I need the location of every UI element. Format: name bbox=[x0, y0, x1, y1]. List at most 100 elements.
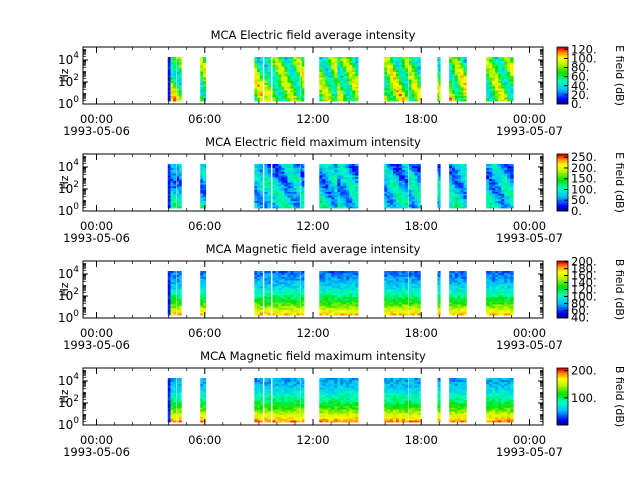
data-cell bbox=[254, 69, 258, 73]
data-cell bbox=[355, 178, 359, 181]
data-cell bbox=[454, 93, 459, 96]
data-cell bbox=[492, 282, 496, 285]
data-cell bbox=[319, 198, 323, 202]
data-cell bbox=[173, 198, 177, 202]
data-cell bbox=[278, 69, 282, 73]
data-cell bbox=[254, 71, 258, 74]
data-cell bbox=[176, 304, 180, 307]
data-cell bbox=[352, 307, 356, 310]
data-cell bbox=[501, 173, 505, 176]
data-cell bbox=[325, 88, 329, 91]
data-cell bbox=[200, 60, 204, 63]
data-cell bbox=[349, 293, 353, 296]
data-cell bbox=[325, 186, 329, 189]
data-cell bbox=[337, 278, 341, 281]
data-cell bbox=[401, 313, 406, 316]
data-cell bbox=[495, 184, 499, 187]
data-cell bbox=[254, 311, 258, 314]
data-cell bbox=[395, 186, 400, 189]
data-cell bbox=[457, 75, 462, 78]
data-cell bbox=[281, 75, 285, 78]
data-cell bbox=[437, 204, 440, 207]
data-cell bbox=[267, 291, 272, 294]
data-cell bbox=[463, 97, 467, 100]
data-cell bbox=[510, 80, 514, 84]
data-cell bbox=[167, 309, 171, 312]
data-cell bbox=[284, 293, 288, 296]
data-cell bbox=[331, 280, 335, 283]
data-cell bbox=[411, 302, 415, 305]
data-cell bbox=[322, 186, 326, 189]
data-cell bbox=[452, 193, 456, 196]
data-cell bbox=[449, 175, 453, 178]
data-cell bbox=[325, 60, 329, 63]
data-cell bbox=[296, 178, 300, 181]
data-cell bbox=[398, 64, 403, 67]
colorbar-tick-label: 60. bbox=[571, 70, 589, 84]
data-cell bbox=[340, 69, 344, 73]
data-cell bbox=[387, 180, 391, 183]
data-cell bbox=[393, 198, 397, 202]
data-cell bbox=[331, 178, 335, 181]
data-cell bbox=[414, 79, 418, 82]
data-cell bbox=[325, 58, 329, 62]
data-cell bbox=[278, 189, 282, 192]
data-cell bbox=[408, 291, 412, 294]
data-cell bbox=[290, 198, 294, 202]
data-cell bbox=[290, 197, 294, 200]
data-cell bbox=[507, 180, 511, 183]
data-cell bbox=[328, 62, 332, 65]
data-cell bbox=[454, 75, 459, 78]
data-cell bbox=[393, 195, 397, 198]
data-cell bbox=[411, 271, 415, 274]
data-block bbox=[300, 271, 305, 316]
data-cell bbox=[401, 164, 406, 167]
data-cell bbox=[337, 71, 341, 74]
data-cell bbox=[460, 165, 464, 169]
data-cell bbox=[507, 73, 511, 76]
data-cell bbox=[202, 189, 207, 192]
data-cell bbox=[449, 86, 453, 89]
data-cell bbox=[489, 58, 493, 62]
data-cell bbox=[457, 191, 462, 194]
data-cell bbox=[334, 274, 338, 277]
data-cell bbox=[319, 60, 323, 63]
data-cell bbox=[411, 77, 415, 80]
data-cell bbox=[408, 86, 412, 89]
data-cell bbox=[319, 282, 323, 285]
data-cell bbox=[349, 195, 353, 198]
data-cell bbox=[355, 175, 359, 178]
data-cell bbox=[355, 187, 359, 191]
data-cell bbox=[272, 57, 276, 60]
data-cell bbox=[202, 291, 207, 294]
data-cell bbox=[340, 64, 344, 67]
data-cell bbox=[414, 198, 418, 202]
data-cell bbox=[331, 272, 335, 276]
data-cell bbox=[463, 276, 467, 279]
data-cell bbox=[176, 184, 180, 187]
data-cell bbox=[398, 97, 403, 100]
data-cell bbox=[337, 204, 341, 207]
data-cell bbox=[452, 296, 456, 299]
data-cell bbox=[325, 178, 329, 181]
data-cell bbox=[264, 278, 268, 281]
data-cell bbox=[352, 176, 356, 180]
data-cell bbox=[179, 73, 182, 76]
data-cell bbox=[179, 271, 182, 274]
data-cell bbox=[352, 289, 356, 292]
data-cell bbox=[510, 180, 514, 183]
data-cell bbox=[346, 293, 350, 296]
data-cell bbox=[414, 187, 418, 191]
data-cell bbox=[281, 180, 285, 183]
data-cell bbox=[393, 82, 397, 85]
data-cell bbox=[254, 180, 258, 183]
data-block bbox=[449, 57, 467, 102]
data-cell bbox=[167, 204, 171, 207]
data-cell bbox=[393, 197, 397, 200]
data-cell bbox=[460, 291, 464, 294]
data-cell bbox=[501, 68, 505, 71]
data-cell bbox=[275, 313, 279, 316]
data-cell bbox=[393, 60, 397, 63]
data-cell bbox=[278, 169, 282, 172]
data-cell bbox=[202, 300, 207, 303]
